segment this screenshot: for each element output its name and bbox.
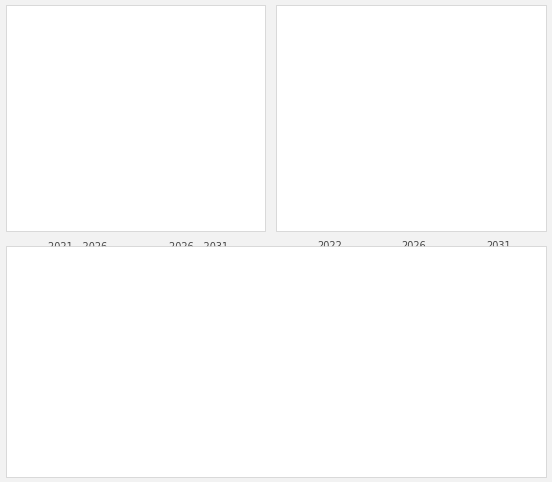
Text: Replacement of retiring workers:: Replacement of retiring workers: xyxy=(14,308,185,318)
Bar xyxy=(178,111,220,222)
Text: Forecasted average employment
growth rate: Forecasted average employment growth rat… xyxy=(19,12,237,40)
Text: 390 openings: 390 openings xyxy=(371,379,455,389)
Bar xyxy=(484,105,513,222)
Wedge shape xyxy=(182,295,247,411)
Text: 2021 - 2026: 2021 - 2026 xyxy=(47,242,107,252)
Text: 2031: 2031 xyxy=(486,241,511,251)
Text: +1.6%: +1.6% xyxy=(57,58,97,68)
Text: 37.9%: 37.9% xyxy=(371,355,410,365)
Text: growth:: growth: xyxy=(371,333,411,343)
Wedge shape xyxy=(204,295,315,428)
Text: 2022: 2022 xyxy=(317,241,342,251)
Text: Source:: Source: xyxy=(19,272,61,281)
Text: 2026: 2026 xyxy=(402,241,426,251)
Text: New jobs due to economic: New jobs due to economic xyxy=(371,308,509,318)
Text: B.C. Labour Market Outlook: B.C. Labour Market Outlook xyxy=(352,273,476,281)
Text: +110: +110 xyxy=(482,91,515,101)
Bar xyxy=(315,73,344,222)
Text: +1.2%: +1.2% xyxy=(179,94,219,105)
Text: Source:: Source: xyxy=(14,457,56,466)
Text: 62.1%: 62.1% xyxy=(14,333,52,343)
Text: 640 openings: 640 openings xyxy=(14,357,98,367)
Text: B.C. Labour Market Outlook: B.C. Labour Market Outlook xyxy=(67,457,191,466)
Text: Source:: Source: xyxy=(291,273,333,281)
Bar xyxy=(56,74,99,222)
Text: +140: +140 xyxy=(313,59,346,69)
Text: 2026 - 2031: 2026 - 2031 xyxy=(169,242,229,252)
Text: 1,020: 1,020 xyxy=(460,36,491,46)
Text: +90: +90 xyxy=(402,112,426,122)
Text: Composition of job openings: Composition of job openings xyxy=(14,257,228,270)
Text: B.C. Labour Market Outlook: B.C. Labour Market Outlook xyxy=(61,272,186,281)
Bar xyxy=(399,126,429,222)
Text: 10 year expected job openings:: 10 year expected job openings: xyxy=(291,36,449,46)
Text: Job openings: Job openings xyxy=(291,12,381,25)
